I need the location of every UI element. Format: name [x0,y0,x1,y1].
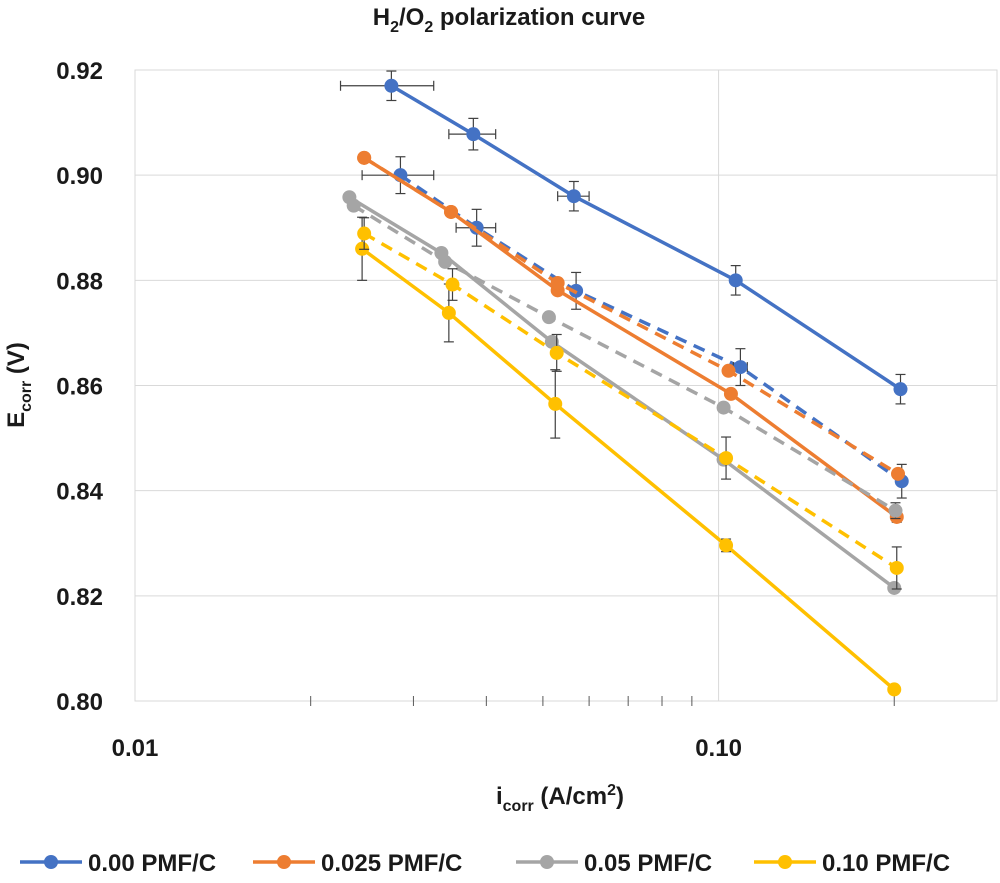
data-point [541,310,556,325]
data-point [723,386,738,401]
chart-title: H2/O2 polarization curve [373,4,646,36]
legend-marker [44,855,58,869]
data-point [445,277,460,292]
data-point [346,198,361,213]
y-tick-label: 0.82 [56,584,103,611]
legend-label: 0.10 PMF/C [822,850,950,877]
data-point [550,275,565,290]
y-tick-label: 0.92 [56,58,103,85]
data-point [438,254,453,269]
y-tick-label: 0.84 [56,479,103,506]
data-point [466,127,481,142]
x-axis-minor-ticks [310,696,895,706]
series-1 [339,70,908,405]
y-tick-label: 0.80 [56,689,103,716]
legend-item: 0.025 PMF/C [253,850,462,877]
series-8 [357,217,904,590]
y-tick-label: 0.86 [56,374,103,401]
data-point [544,334,559,349]
legend-item: 0.10 PMF/C [754,850,950,877]
legend-item: 0.00 PMF/C [20,850,216,877]
series-4 [357,150,906,481]
data-point [357,226,372,241]
data-point [719,451,734,466]
legend: 0.00 PMF/C 0.025 PMF/C 0.05 PMF/C 0.10 PMF/… [20,850,950,877]
y-tick-label: 0.90 [56,163,103,190]
data-point [357,150,372,165]
legend-label: 0.05 PMF/C [584,850,712,877]
y-axis-label: Ecorr (V) [3,342,35,428]
data-series [339,70,909,697]
data-point [548,396,563,411]
data-point [728,273,743,288]
data-point [887,682,902,697]
series-6 [346,198,903,520]
legend-label: 0.00 PMF/C [88,850,216,877]
x-tick-label: 0.01 [112,735,159,762]
legend-marker [778,855,792,869]
data-point [733,360,748,375]
legend-label: 0.025 PMF/C [321,850,462,877]
x-tick-label: 0.10 [695,735,742,762]
data-point [549,345,564,360]
data-point [721,363,736,378]
x-axis-label: icorr (A/cm2) [496,782,624,815]
y-axis-tick-labels: 0.80 0.82 0.84 0.86 0.88 0.90 0.92 [56,58,103,716]
data-point [893,382,908,397]
legend-item: 0.05 PMF/C [516,850,712,877]
data-point [887,580,902,595]
data-point [444,204,459,219]
data-point [889,560,904,575]
data-point [716,400,731,415]
data-point [384,78,399,93]
legend-marker [540,855,554,869]
x-axis-tick-labels: 0.01 0.10 [112,735,742,762]
data-point [888,503,903,518]
data-point [891,466,906,481]
plot-area-border [134,69,998,702]
data-point [566,189,581,204]
y-tick-label: 0.88 [56,268,103,295]
data-point [441,305,456,320]
legend-marker [277,855,291,869]
data-point [719,538,734,553]
